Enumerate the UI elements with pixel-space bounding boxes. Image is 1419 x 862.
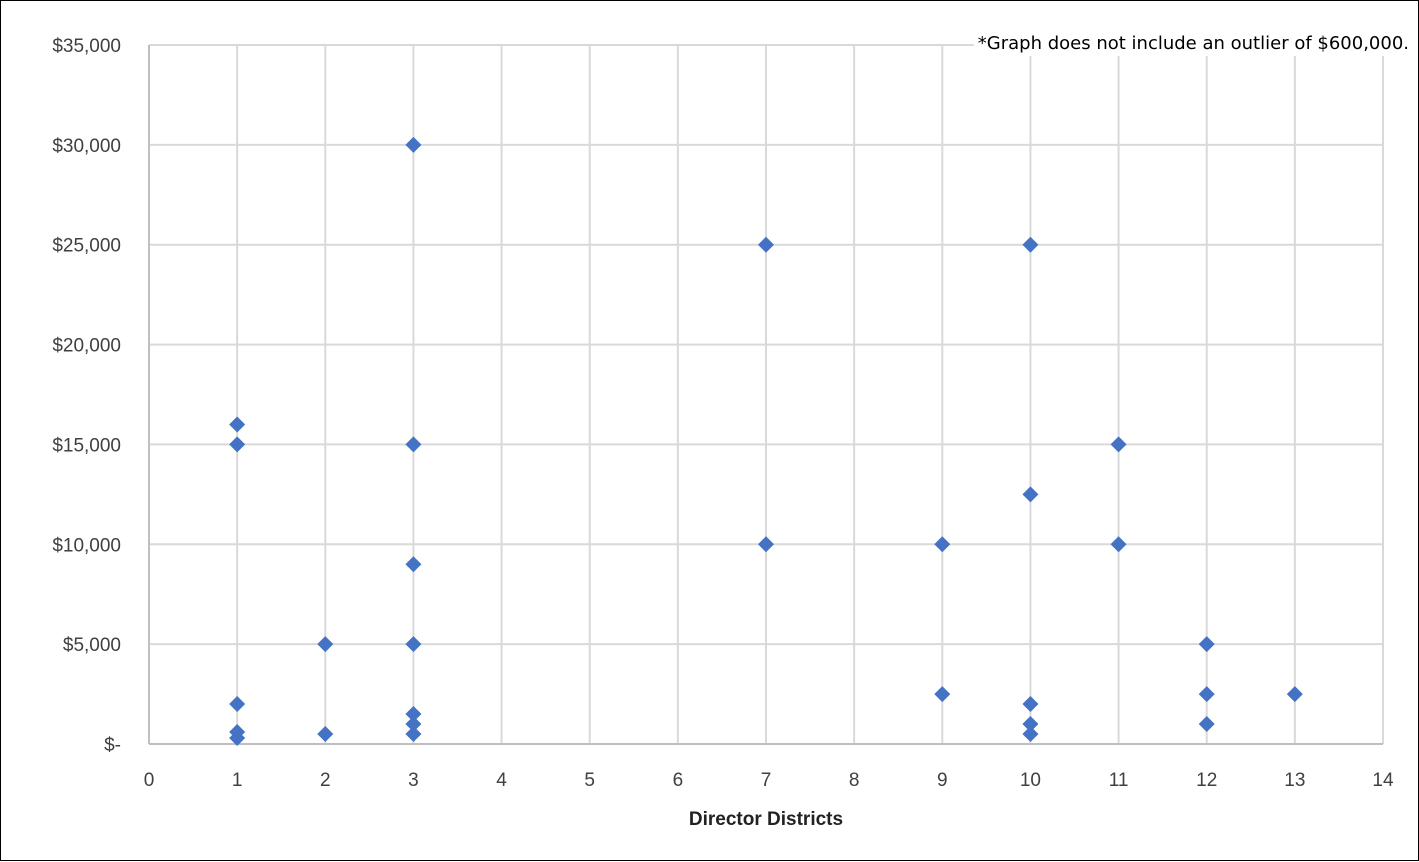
data-point xyxy=(229,416,245,432)
y-tick-label: $35,000 xyxy=(52,36,121,57)
y-tick-label: $- xyxy=(104,735,121,756)
x-tick-label: 6 xyxy=(673,770,684,791)
x-tick-label: 9 xyxy=(937,770,948,791)
data-point xyxy=(405,636,421,652)
data-point xyxy=(405,436,421,452)
x-tick-label: 3 xyxy=(408,770,419,791)
chart-note: *Graph does not include an outlier of $6… xyxy=(978,33,1409,54)
data-point xyxy=(229,436,245,452)
data-point xyxy=(405,137,421,153)
x-tick-label: 0 xyxy=(144,770,155,791)
data-point xyxy=(1199,716,1215,732)
data-point xyxy=(758,237,774,253)
data-point xyxy=(934,536,950,552)
data-point xyxy=(1022,696,1038,712)
x-tick-label: 14 xyxy=(1372,770,1394,791)
x-tick-label: 12 xyxy=(1196,770,1217,791)
data-point xyxy=(1111,436,1127,452)
data-point xyxy=(1022,726,1038,742)
x-tick-label: 4 xyxy=(496,770,507,791)
x-tick-label: 1 xyxy=(232,770,243,791)
data-point xyxy=(1022,486,1038,502)
x-axis-title: Director Districts xyxy=(689,809,843,830)
data-point xyxy=(1022,237,1038,253)
data-point xyxy=(405,556,421,572)
gridlines xyxy=(149,45,1383,744)
data-point xyxy=(229,696,245,712)
data-point xyxy=(1199,636,1215,652)
data-point xyxy=(317,636,333,652)
data-point xyxy=(1199,686,1215,702)
data-point xyxy=(1287,686,1303,702)
y-tick-label: $25,000 xyxy=(52,236,121,257)
x-tick-label: 8 xyxy=(849,770,860,791)
data-point xyxy=(758,536,774,552)
data-point xyxy=(317,726,333,742)
x-tick-label: 2 xyxy=(320,770,331,791)
data-point xyxy=(405,726,421,742)
y-tick-label: $30,000 xyxy=(52,136,121,157)
tick-labels: 0 1 2 3 4 5 6 7 8 9 10 11 12 13 14$-$5,000$10,000$15,0… xyxy=(52,36,1394,791)
y-tick-label: $5,000 xyxy=(63,635,121,656)
x-tick-label: 10 xyxy=(1020,770,1041,791)
y-tick-label: $15,000 xyxy=(52,435,121,456)
x-tick-label: 11 xyxy=(1109,770,1129,791)
x-tick-label: 13 xyxy=(1284,770,1305,791)
y-tick-label: $20,000 xyxy=(52,336,121,357)
y-tick-label: $10,000 xyxy=(52,535,121,556)
data-point xyxy=(1111,536,1127,552)
x-tick-label: 5 xyxy=(584,770,595,791)
x-tick-label: 7 xyxy=(761,770,772,791)
data-point xyxy=(934,686,950,702)
